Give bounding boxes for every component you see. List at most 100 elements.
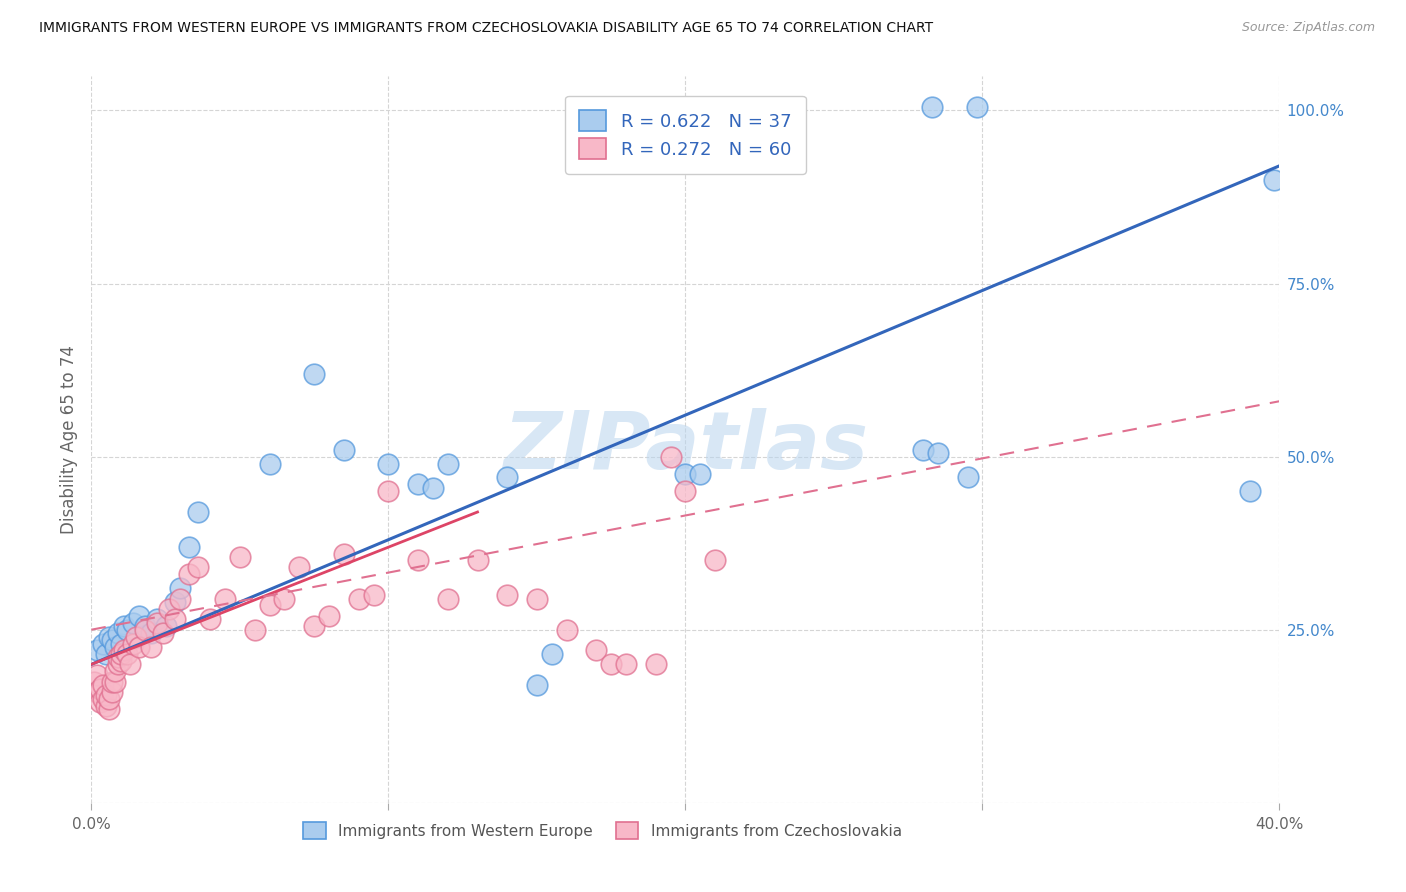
Point — [259, 599, 281, 613]
Point — [134, 623, 156, 637]
Point — [169, 581, 191, 595]
Point — [200, 612, 222, 626]
Point — [333, 442, 356, 457]
Text: IMMIGRANTS FROM WESTERN EUROPE VS IMMIGRANTS FROM CZECHOSLOVAKIA DISABILITY AGE : IMMIGRANTS FROM WESTERN EUROPE VS IMMIGR… — [39, 21, 934, 35]
Point — [179, 540, 201, 554]
Point — [229, 549, 252, 564]
Point — [110, 647, 132, 661]
Point — [91, 678, 114, 692]
Point — [169, 591, 191, 606]
Point — [659, 450, 682, 464]
Point — [110, 654, 132, 668]
Y-axis label: Disability Age 65 to 74: Disability Age 65 to 74 — [59, 345, 77, 533]
Point — [101, 633, 124, 648]
Point — [921, 100, 943, 114]
Point — [911, 442, 934, 457]
Point — [104, 665, 127, 679]
Point — [125, 630, 148, 644]
Point — [1263, 172, 1285, 186]
Point — [134, 619, 156, 633]
Point — [139, 640, 162, 654]
Point — [91, 692, 114, 706]
Point — [122, 636, 145, 650]
Point — [406, 477, 429, 491]
Point — [273, 591, 295, 606]
Point — [107, 626, 129, 640]
Point — [406, 553, 429, 567]
Point — [318, 608, 340, 623]
Point — [118, 657, 141, 672]
Point — [377, 457, 399, 471]
Point — [585, 643, 607, 657]
Point — [526, 591, 548, 606]
Point — [96, 689, 118, 703]
Point — [104, 640, 127, 654]
Point — [555, 623, 578, 637]
Point — [1239, 484, 1261, 499]
Point — [496, 588, 519, 602]
Point — [145, 612, 167, 626]
Point — [91, 636, 114, 650]
Point — [110, 636, 132, 650]
Point — [98, 630, 121, 644]
Point — [104, 674, 127, 689]
Point — [128, 640, 150, 654]
Point — [614, 657, 637, 672]
Point — [644, 657, 666, 672]
Point — [86, 667, 108, 681]
Point — [526, 678, 548, 692]
Point — [363, 588, 385, 602]
Point — [112, 643, 135, 657]
Point — [179, 567, 201, 582]
Point — [98, 702, 121, 716]
Point — [288, 560, 311, 574]
Point — [436, 457, 458, 471]
Point — [98, 692, 121, 706]
Point — [689, 467, 711, 481]
Point — [157, 602, 180, 616]
Point — [145, 615, 167, 630]
Point — [163, 612, 186, 626]
Point — [101, 685, 124, 699]
Point — [163, 595, 186, 609]
Point — [187, 560, 209, 574]
Point — [704, 553, 727, 567]
Point — [333, 547, 356, 561]
Point — [673, 467, 696, 481]
Point — [101, 674, 124, 689]
Point — [89, 681, 111, 696]
Point — [347, 591, 370, 606]
Point — [96, 698, 118, 713]
Point — [600, 657, 623, 672]
Point — [96, 647, 118, 661]
Point — [214, 591, 236, 606]
Point — [86, 685, 108, 699]
Point — [956, 470, 979, 484]
Point — [540, 647, 562, 661]
Point — [243, 623, 266, 637]
Point — [496, 470, 519, 484]
Point — [128, 608, 150, 623]
Legend: Immigrants from Western Europe, Immigrants from Czechoslovakia: Immigrants from Western Europe, Immigran… — [292, 812, 912, 850]
Point — [107, 657, 129, 672]
Point — [86, 643, 108, 657]
Point — [187, 505, 209, 519]
Point — [115, 623, 138, 637]
Point — [259, 457, 281, 471]
Point — [139, 626, 162, 640]
Point — [89, 695, 111, 709]
Point — [927, 446, 949, 460]
Point — [122, 615, 145, 630]
Point — [115, 647, 138, 661]
Point — [673, 484, 696, 499]
Point — [302, 367, 325, 381]
Point — [436, 591, 458, 606]
Point — [112, 619, 135, 633]
Text: ZIPatlas: ZIPatlas — [503, 408, 868, 485]
Point — [152, 626, 174, 640]
Point — [155, 619, 177, 633]
Text: Source: ZipAtlas.com: Source: ZipAtlas.com — [1241, 21, 1375, 34]
Point — [83, 674, 105, 689]
Point — [302, 619, 325, 633]
Point — [966, 100, 988, 114]
